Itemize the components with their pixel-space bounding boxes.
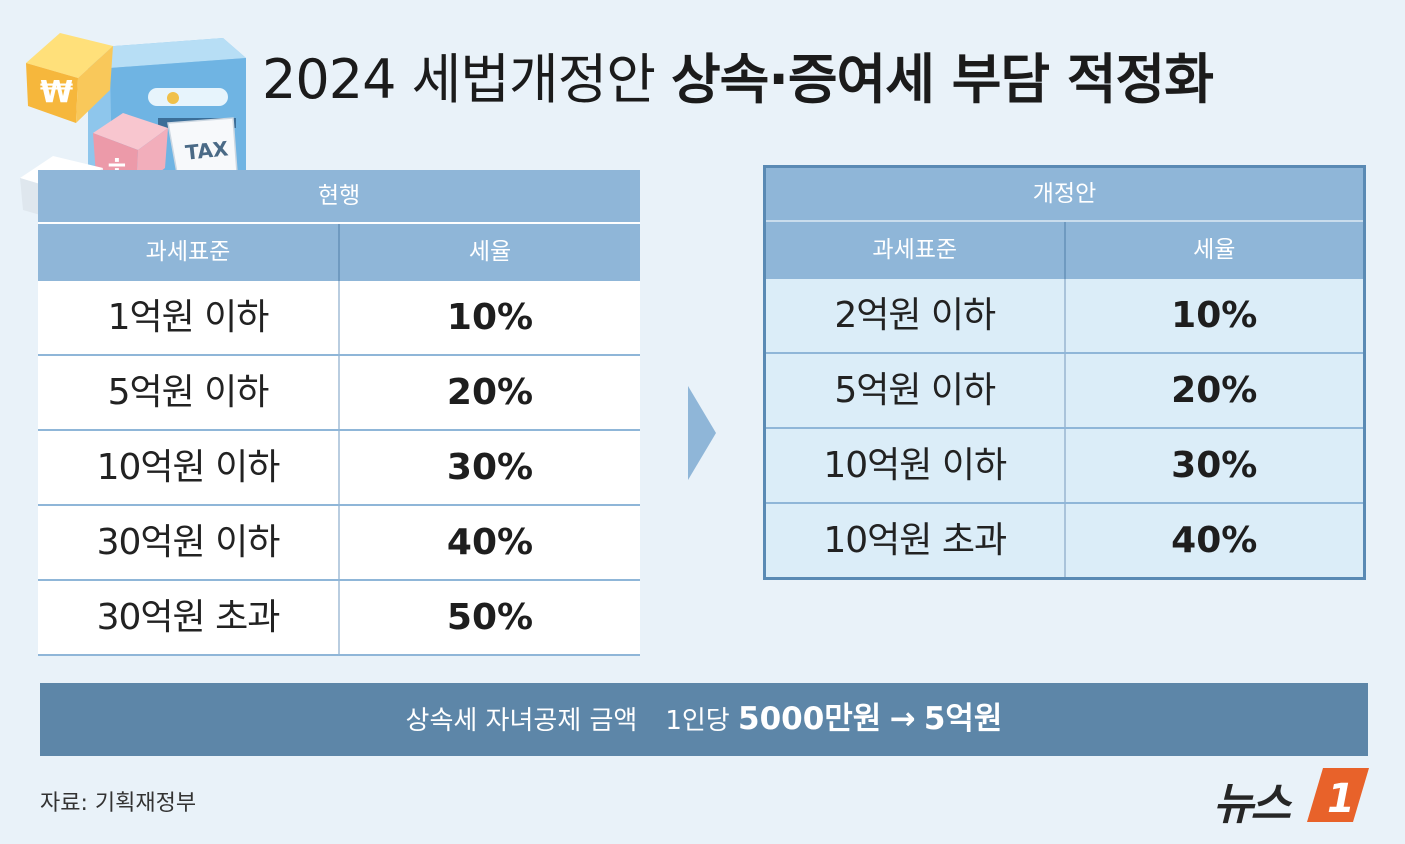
revised-header-row: 과세표준 세율 <box>766 220 1363 279</box>
bracket-cell: 2억원 이하 <box>766 279 1066 352</box>
table-row: 10억원 이하 30% <box>38 431 640 506</box>
chevron-right-icon <box>688 386 716 480</box>
bracket-cell: 1억원 이하 <box>38 281 340 354</box>
logo-mark-digit: 1 <box>1327 776 1355 822</box>
table-row: 10억원 초과 40% <box>766 504 1363 577</box>
rate-cell: 40% <box>446 522 534 563</box>
bracket-cell: 10억원 이하 <box>766 429 1066 502</box>
bracket-cell: 30억원 이하 <box>38 506 340 579</box>
arrow-right-icon: → <box>889 701 916 737</box>
revised-caption: 개정안 <box>766 168 1363 220</box>
revised-header-rate: 세율 <box>1193 237 1236 263</box>
table-row: 1억원 이하 10% <box>38 281 640 356</box>
rate-cell: 30% <box>446 447 534 488</box>
rate-cell: 30% <box>1171 445 1258 486</box>
current-rate-table: 현행 과세표준 세율 1억원 이하 10% 5억원 이하 20% 10억원 이하… <box>38 170 640 656</box>
banner-per-person: 1인당 <box>665 706 730 736</box>
bracket-cell: 30억원 초과 <box>38 581 340 654</box>
table-row: 30억원 초과 50% <box>38 581 640 656</box>
logo-text: 뉴스 <box>1213 779 1291 830</box>
current-header-rate: 세율 <box>468 239 512 265</box>
source-note: 자료: 기획재정부 <box>40 791 197 816</box>
tax-text: TAX <box>184 136 230 164</box>
table-row: 10억원 이하 30% <box>766 429 1363 504</box>
rate-cell: 20% <box>1171 370 1258 411</box>
bracket-cell: 10억원 초과 <box>766 504 1066 577</box>
current-header-row: 과세표준 세율 <box>38 222 640 281</box>
banner-from-amount: 5000만원 <box>738 701 882 737</box>
won-cube-icon: ₩ <box>26 33 113 123</box>
current-caption: 현행 <box>38 170 640 222</box>
bracket-cell: 5억원 이하 <box>766 354 1066 427</box>
rate-cell: 20% <box>446 372 534 413</box>
rate-cell: 10% <box>446 297 534 338</box>
page-title: 2024 세법개정안 상속·증여세 부담 적정화 <box>262 40 1214 120</box>
news1-logo: 뉴스 1 <box>1213 764 1373 830</box>
rate-cell: 50% <box>446 597 534 638</box>
table-row: 30억원 이하 40% <box>38 506 640 581</box>
logo-mark-icon: 1 <box>1307 768 1369 822</box>
won-symbol: ₩ <box>40 75 73 110</box>
revised-rate-table: 개정안 과세표준 세율 2억원 이하 10% 5억원 이하 20% 10억원 이… <box>763 165 1366 580</box>
deduction-banner: 상속세 자녀공제 금액 1인당 5000만원 → 5억원 <box>40 683 1368 756</box>
table-row: 2억원 이하 10% <box>766 279 1363 354</box>
title-year-part: 2024 세법개정안 <box>262 48 656 111</box>
table-row: 5억원 이하 20% <box>766 354 1363 429</box>
banner-to-amount: 5억원 <box>923 701 1003 737</box>
rate-cell: 40% <box>1171 520 1258 561</box>
revised-header-bracket: 과세표준 <box>766 222 1066 279</box>
table-row: 5억원 이하 20% <box>38 356 640 431</box>
banner-label: 상속세 자녀공제 금액 <box>405 706 638 736</box>
current-header-bracket: 과세표준 <box>38 224 340 281</box>
bracket-cell: 10억원 이하 <box>38 431 340 504</box>
rate-cell: 10% <box>1171 295 1258 336</box>
bracket-cell: 5억원 이하 <box>38 356 340 429</box>
title-main-part: 상속·증여세 부담 적정화 <box>671 48 1214 111</box>
